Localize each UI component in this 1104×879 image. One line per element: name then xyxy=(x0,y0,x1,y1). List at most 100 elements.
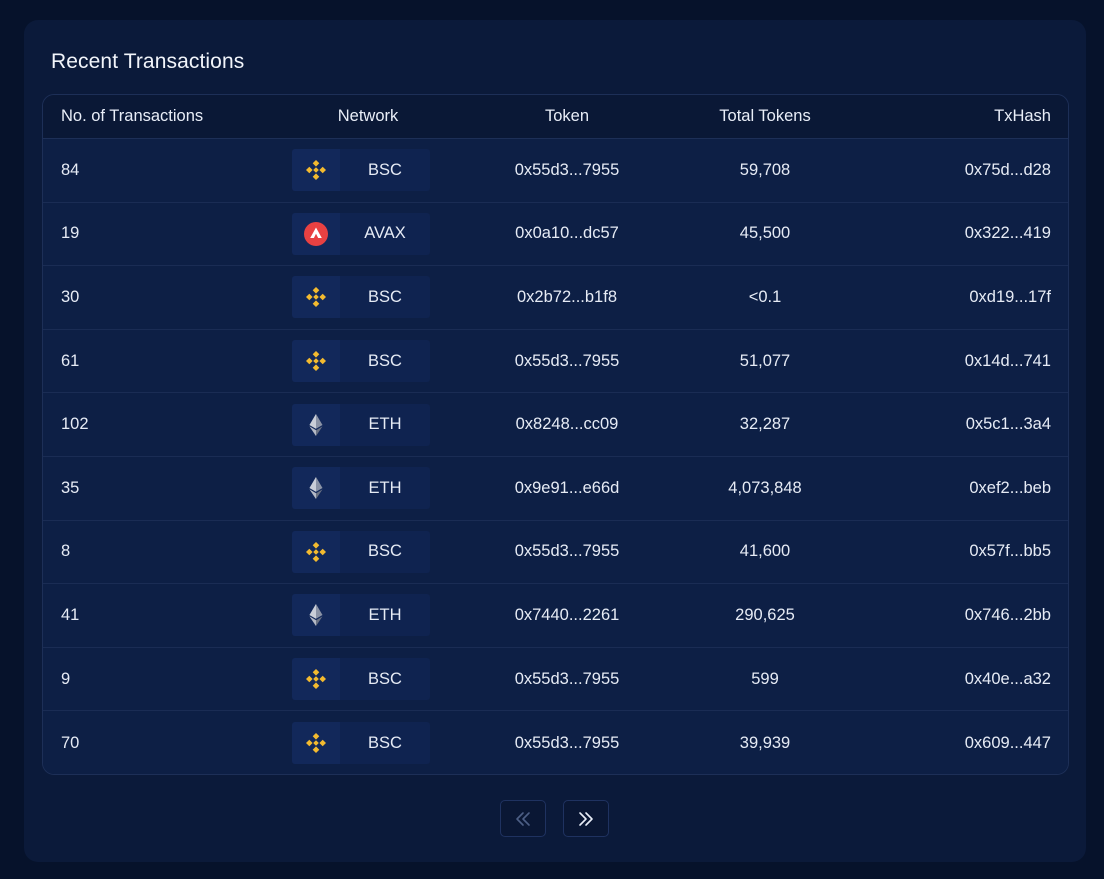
token-address: 0x2b72...b1f8 xyxy=(517,287,617,306)
transactions-table: No. of Transactions Network Token Total … xyxy=(42,94,1069,775)
network-cell: BSC xyxy=(253,149,469,192)
bnb-icon xyxy=(303,348,329,374)
network-cell: ETH xyxy=(253,403,469,446)
network-icon-box xyxy=(292,403,340,446)
recent-transactions-card: Recent Transactions No. of Transactions … xyxy=(24,20,1086,862)
network-cell: ETH xyxy=(253,467,469,510)
network-cell: BSC xyxy=(253,722,469,765)
network-label: BSC xyxy=(340,658,430,701)
token-address: 0x0a10...dc57 xyxy=(515,224,619,243)
total-tokens: 4,073,848 xyxy=(728,478,802,497)
tx-count: 70 xyxy=(61,733,80,752)
header-network: Network xyxy=(337,107,399,125)
total-tokens: 290,625 xyxy=(735,605,795,624)
tx-count: 41 xyxy=(61,605,80,624)
network-icon-box xyxy=(292,212,340,255)
tx-hash: 0x40e...a32 xyxy=(964,669,1051,688)
tx-count: 102 xyxy=(61,415,89,434)
tx-count: 84 xyxy=(61,160,80,179)
table-body: 84 BSC 0x55d3...7955 59,708 0x75d...d28 19 AVA… xyxy=(43,139,1068,774)
network-cell: AVAX xyxy=(253,212,469,255)
network-label: BSC xyxy=(340,722,430,765)
network-label: BSC xyxy=(340,149,430,192)
tx-count: 30 xyxy=(61,287,80,306)
tx-hash: 0x746...2bb xyxy=(964,605,1051,624)
network-icon-box xyxy=(292,658,340,701)
total-tokens: 39,939 xyxy=(739,733,791,752)
network-badge: BSC xyxy=(292,276,430,319)
header-total-tokens: Total Tokens xyxy=(719,107,811,125)
token-address: 0x8248...cc09 xyxy=(515,415,619,434)
network-label: BSC xyxy=(340,530,430,573)
network-badge: BSC xyxy=(292,530,430,573)
table-row: 61 BSC 0x55d3...7955 51,077 0x14d...741 xyxy=(43,329,1068,394)
tx-hash: 0x57f...bb5 xyxy=(969,542,1051,561)
network-badge: BSC xyxy=(292,149,430,192)
tx-hash: 0x322...419 xyxy=(964,224,1051,243)
network-cell: BSC xyxy=(253,276,469,319)
next-page-button[interactable] xyxy=(563,800,609,837)
total-tokens: 41,600 xyxy=(739,542,791,561)
token-address: 0x9e91...e66d xyxy=(514,478,620,497)
network-cell: BSC xyxy=(253,340,469,383)
tx-count: 19 xyxy=(61,224,80,243)
network-label: ETH xyxy=(340,403,430,446)
avax-icon xyxy=(303,221,329,247)
prev-page-button[interactable] xyxy=(500,800,546,837)
eth-icon xyxy=(303,602,329,628)
token-address: 0x55d3...7955 xyxy=(514,351,620,370)
tx-hash: 0xef2...beb xyxy=(969,478,1051,497)
network-label: BSC xyxy=(340,276,430,319)
network-icon-box xyxy=(292,530,340,573)
network-badge: ETH xyxy=(292,403,430,446)
network-badge: AVAX xyxy=(292,212,430,255)
tx-hash: 0x5c1...3a4 xyxy=(965,415,1051,434)
total-tokens: 45,500 xyxy=(739,224,791,243)
table-row: 19 AVAX 0x0a10...dc57 45,500 0x322...419 xyxy=(43,202,1068,267)
tx-hash: 0xd19...17f xyxy=(969,287,1051,306)
network-icon-box xyxy=(292,276,340,319)
table-row: 9 BSC 0x55d3...7955 599 0x40e...a32 xyxy=(43,647,1068,712)
bnb-icon xyxy=(303,284,329,310)
bnb-icon xyxy=(303,157,329,183)
table-row: 84 BSC 0x55d3...7955 59,708 0x75d...d28 xyxy=(43,139,1068,203)
network-badge: BSC xyxy=(292,340,430,383)
double-chevron-left-icon xyxy=(516,811,530,826)
network-badge: ETH xyxy=(292,467,430,510)
network-cell: BSC xyxy=(253,530,469,573)
total-tokens: 51,077 xyxy=(739,351,791,370)
bnb-icon xyxy=(303,666,329,692)
header-token: Token xyxy=(544,107,590,125)
table-row: 102 ETH 0x8248...cc09 32,287 0x5c1...3a4 xyxy=(43,393,1068,457)
table-row: 30 BSC 0x2b72...b1f8 <0.1 0xd19...17f xyxy=(43,266,1068,330)
tx-count: 61 xyxy=(61,351,80,370)
tx-count: 8 xyxy=(61,542,71,561)
table-row: 35 ETH 0x9e91...e66d 4,073,848 0xef2...beb xyxy=(43,456,1068,521)
table-row: 8 BSC 0x55d3...7955 41,600 0x57f...bb5 xyxy=(43,520,1068,585)
eth-icon xyxy=(303,412,329,438)
tx-count: 35 xyxy=(61,478,80,497)
network-badge: ETH xyxy=(292,594,430,637)
token-address: 0x7440...2261 xyxy=(514,605,620,624)
tx-hash: 0x75d...d28 xyxy=(964,160,1051,179)
table-header: No. of Transactions Network Token Total … xyxy=(43,95,1068,139)
bnb-icon xyxy=(303,730,329,756)
network-badge: BSC xyxy=(292,722,430,765)
total-tokens: <0.1 xyxy=(748,287,782,306)
total-tokens: 59,708 xyxy=(739,160,791,179)
network-cell: ETH xyxy=(253,594,469,637)
total-tokens: 599 xyxy=(751,669,779,688)
pagination xyxy=(500,800,609,837)
network-label: AVAX xyxy=(340,212,430,255)
network-label: BSC xyxy=(340,340,430,383)
network-icon-box xyxy=(292,467,340,510)
double-chevron-right-icon xyxy=(579,811,593,826)
tx-hash: 0x609...447 xyxy=(964,733,1051,752)
token-address: 0x55d3...7955 xyxy=(514,160,620,179)
total-tokens: 32,287 xyxy=(739,415,791,434)
network-label: ETH xyxy=(340,467,430,510)
bnb-icon xyxy=(303,539,329,565)
tx-count: 9 xyxy=(61,669,71,688)
network-icon-box xyxy=(292,340,340,383)
eth-icon xyxy=(303,475,329,501)
